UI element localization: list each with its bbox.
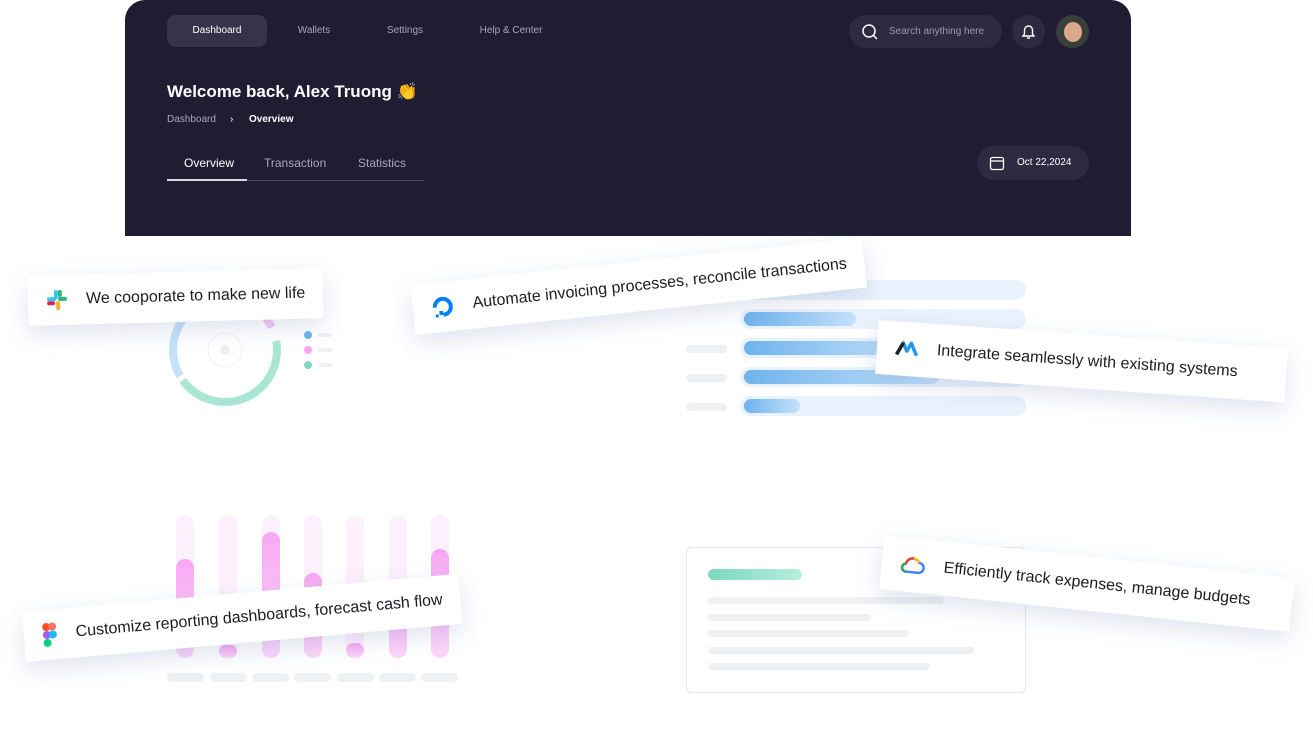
bar-track [740,396,1026,416]
column-label [379,673,416,682]
nav-help-center[interactable]: Help & Center [479,25,543,36]
search-icon [862,24,878,40]
feature-card-digitalocean: Automate invoicing processes, reconcile … [410,237,868,335]
bell-icon [1021,25,1036,39]
m-logo-icon [895,341,919,357]
column-label [294,673,331,682]
avatar[interactable] [1056,15,1089,48]
breadcrumb-dashboard[interactable]: Dashboard [167,114,216,125]
page-title: Welcome back, Alex Truong 👏 [167,82,418,101]
date-picker[interactable]: Oct 22,2024 [977,146,1089,180]
bar-track [740,309,1026,329]
feature-text: We cooporate to make new life [85,284,306,308]
feature-card-google-cloud: Efficiently track expenses, manage budge… [879,535,1295,632]
breadcrumb-overview: Overview [249,114,294,125]
google-cloud-icon [900,557,925,575]
column-label [337,673,374,682]
tab-statistics[interactable]: Statistics [358,156,407,170]
column-label [210,673,247,682]
text-line [708,663,930,670]
feature-card-figma: Customize reporting dashboards, forecast… [21,573,463,662]
date-value: Oct 22,2024 [1017,157,1072,168]
calendar-icon [989,156,1005,171]
bar-fill [744,341,914,355]
feature-text: Automate invoicing processes, reconcile … [471,255,848,312]
tab-transaction[interactable]: Transaction [264,156,327,170]
column-label [252,673,289,682]
search-placeholder: Search anything here [889,26,985,37]
card-heading-placeholder [708,569,802,580]
bar-fill [744,312,856,326]
column-fill [346,643,364,658]
column-label [167,673,204,682]
nav-settings[interactable]: Settings [386,25,424,36]
digitalocean-icon [432,296,453,318]
nav-wallets[interactable]: Wallets [297,25,331,36]
slack-icon [47,290,68,311]
text-line [708,647,974,654]
figma-icon [42,622,57,647]
legend-dot-blue [304,331,312,339]
active-tab-indicator [167,179,247,181]
nav-dashboard[interactable]: Dashboard [167,15,267,47]
column-label [421,673,458,682]
donut-segment-green [169,294,281,406]
notifications-button[interactable] [1012,15,1045,48]
feature-text: Integrate seamlessly with existing syste… [936,342,1239,381]
text-line [708,597,944,604]
tab-overview[interactable]: Overview [184,156,235,170]
tabs-divider [167,180,424,181]
legend-dot-pink [304,346,312,354]
column-fill [219,645,237,658]
donut-center [207,332,243,368]
feature-card-integrations: Integrate seamlessly with existing syste… [875,320,1288,403]
bar-label [686,374,727,382]
bar-label [686,403,727,411]
text-line [708,630,909,637]
text-line [708,614,871,621]
feature-card-slack: We cooporate to make new life [27,268,324,326]
legend-dot-green [304,361,312,369]
breadcrumb-chevron-icon: › [230,114,234,125]
bar-label [686,345,727,353]
bar-fill [744,399,800,413]
